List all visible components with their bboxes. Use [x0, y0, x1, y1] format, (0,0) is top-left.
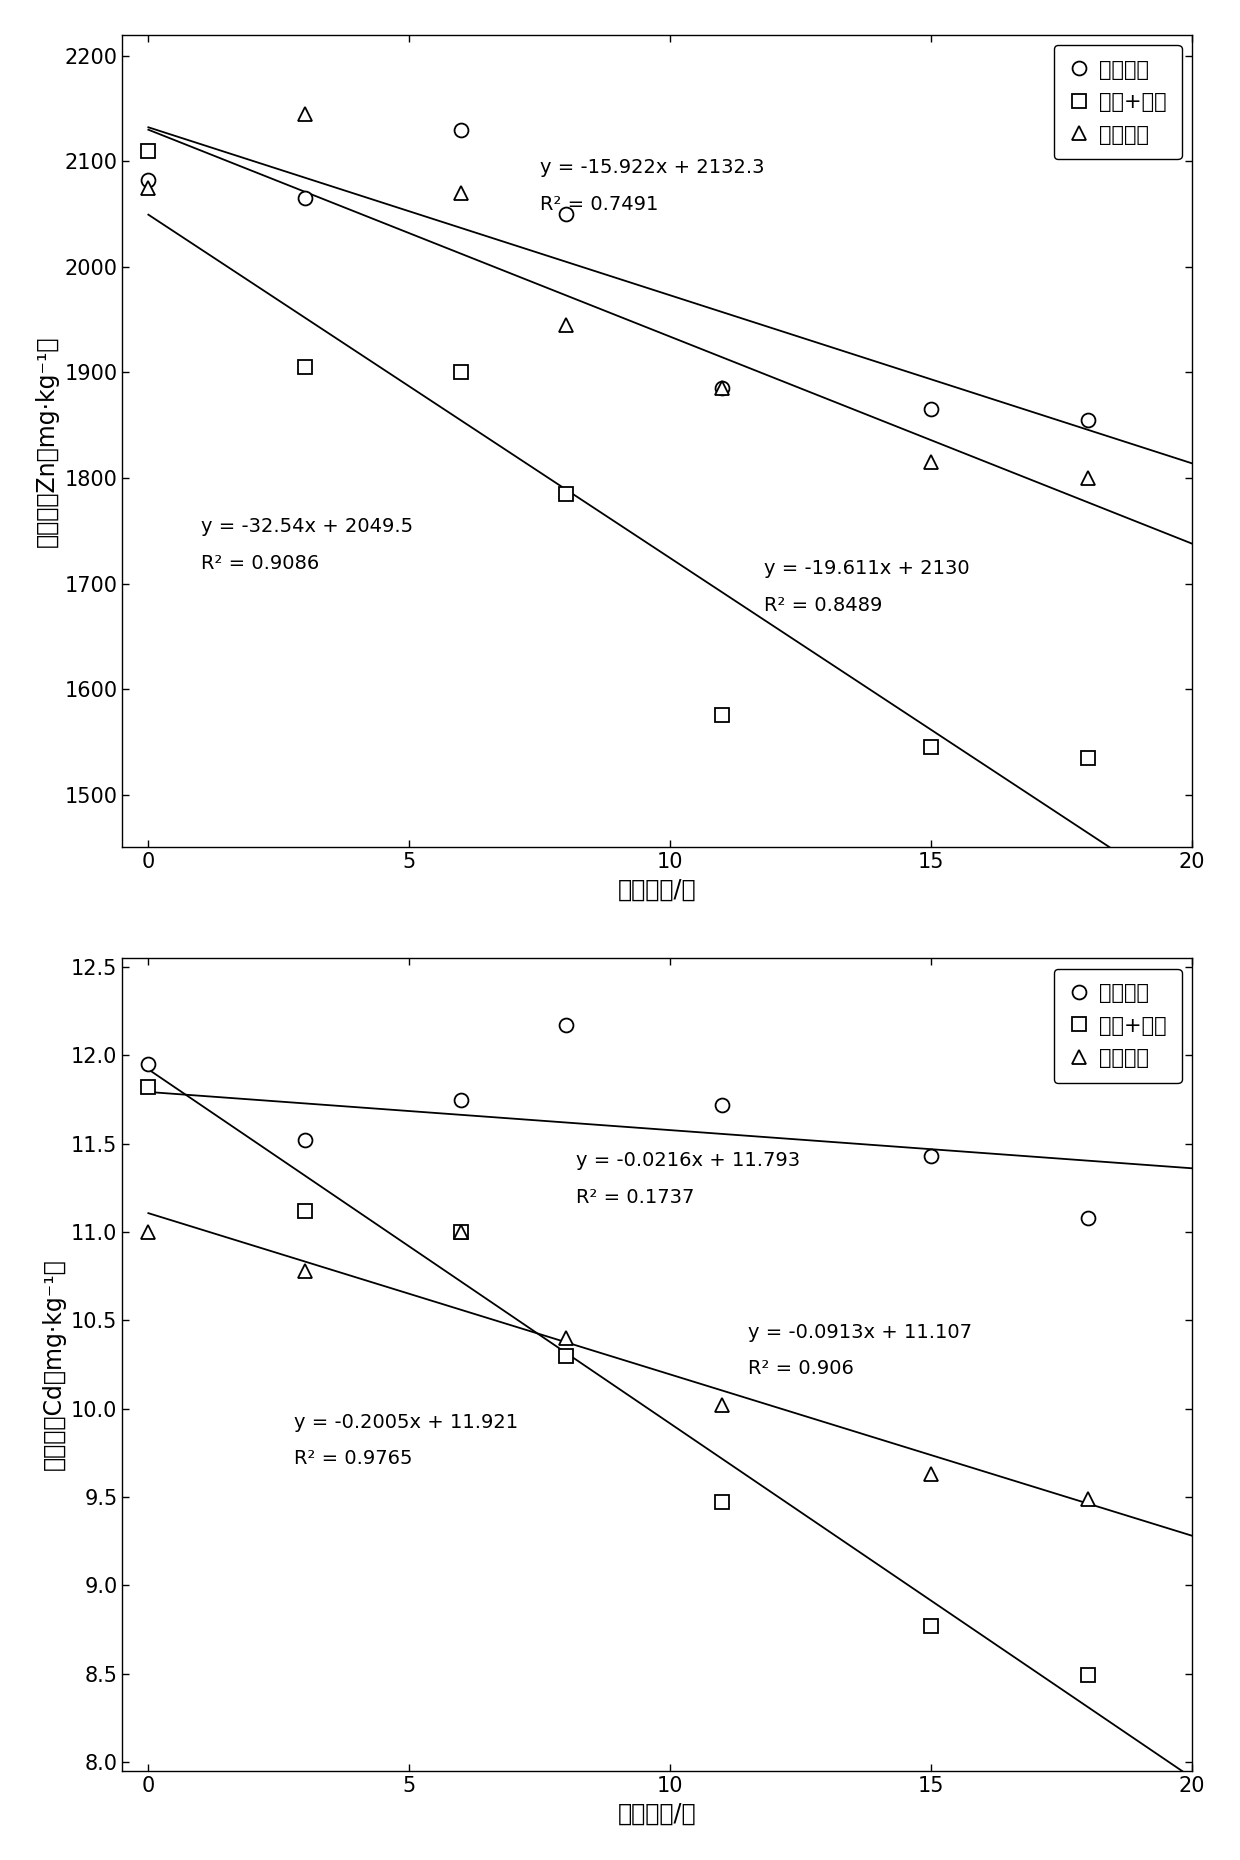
Text: R² = 0.9086: R² = 0.9086: [201, 554, 319, 573]
Y-axis label: 土壤全量Cd（mg·kg⁻¹）: 土壤全量Cd（mg·kg⁻¹）: [41, 1259, 66, 1471]
Text: R² = 0.8489: R² = 0.8489: [764, 595, 883, 616]
单作景天: [141, 177, 156, 199]
单作雷竹: [141, 169, 156, 192]
单作雷竹: [298, 1129, 312, 1151]
单作雷竹: [1080, 1207, 1095, 1229]
单作景天: [924, 450, 939, 472]
Text: R² = 0.9765: R² = 0.9765: [294, 1449, 413, 1468]
雷竹+景天: [715, 1492, 730, 1514]
单作雷竹: [298, 188, 312, 210]
单作雷竹: [715, 378, 730, 400]
单作景天: [715, 1393, 730, 1415]
单作景天: [924, 1464, 939, 1486]
Text: R² = 0.1737: R² = 0.1737: [577, 1189, 694, 1207]
Line: 雷竹+景天: 雷竹+景天: [141, 1081, 1095, 1683]
雷竹+景天: [141, 140, 156, 162]
Text: R² = 0.906: R² = 0.906: [749, 1360, 854, 1378]
Legend: 单作雷竹, 雷竹+景天, 单作景天: 单作雷竹, 雷竹+景天, 单作景天: [1054, 969, 1182, 1083]
雷竹+景天: [1080, 746, 1095, 768]
单作雷竹: [558, 1014, 573, 1036]
单作景天: [558, 1326, 573, 1348]
单作雷竹: [924, 1146, 939, 1168]
X-axis label: 种植时间/月: 种植时间/月: [618, 1800, 697, 1825]
Line: 单作雷竹: 单作雷竹: [141, 123, 1095, 428]
Text: y = -19.611x + 2130: y = -19.611x + 2130: [764, 560, 970, 578]
雷竹+景天: [924, 1614, 939, 1637]
单作雷竹: [454, 1088, 469, 1110]
单作景天: [1080, 1488, 1095, 1510]
雷竹+景天: [715, 705, 730, 727]
Legend: 单作雷竹, 雷竹+景天, 单作景天: 单作雷竹, 雷竹+景天, 单作景天: [1054, 45, 1182, 160]
雷竹+景天: [1080, 1665, 1095, 1687]
Text: y = -0.0216x + 11.793: y = -0.0216x + 11.793: [577, 1151, 800, 1170]
单作雷竹: [454, 119, 469, 141]
雷竹+景天: [558, 482, 573, 504]
Text: y = -0.2005x + 11.921: y = -0.2005x + 11.921: [294, 1414, 518, 1432]
单作景天: [298, 102, 312, 125]
Text: y = -32.54x + 2049.5: y = -32.54x + 2049.5: [201, 517, 413, 536]
Text: y = -0.0913x + 11.107: y = -0.0913x + 11.107: [749, 1322, 972, 1341]
单作景天: [558, 314, 573, 337]
雷竹+景天: [298, 1200, 312, 1222]
X-axis label: 种植时间/月: 种植时间/月: [618, 878, 697, 902]
雷竹+景天: [454, 361, 469, 383]
Line: 雷竹+景天: 雷竹+景天: [141, 143, 1095, 764]
单作雷竹: [715, 1094, 730, 1116]
单作景天: [715, 378, 730, 400]
Text: R² = 0.7491: R² = 0.7491: [539, 195, 658, 214]
Y-axis label: 土壤全量Zn（mg·kg⁻¹）: 土壤全量Zn（mg·kg⁻¹）: [35, 335, 58, 547]
雷竹+景天: [558, 1345, 573, 1367]
单作景天: [298, 1259, 312, 1282]
Text: y = -15.922x + 2132.3: y = -15.922x + 2132.3: [539, 158, 764, 177]
单作景天: [141, 1220, 156, 1242]
单作雷竹: [141, 1053, 156, 1075]
Line: 单作雷竹: 单作雷竹: [141, 1019, 1095, 1226]
Line: 单作景天: 单作景天: [141, 1226, 1095, 1507]
单作雷竹: [558, 203, 573, 225]
Line: 单作景天: 单作景天: [141, 106, 1095, 485]
单作雷竹: [1080, 409, 1095, 432]
雷竹+景天: [924, 737, 939, 759]
雷竹+景天: [298, 355, 312, 378]
雷竹+景天: [454, 1220, 469, 1242]
单作雷竹: [924, 398, 939, 420]
单作景天: [454, 182, 469, 205]
单作景天: [1080, 467, 1095, 489]
单作景天: [454, 1220, 469, 1242]
雷竹+景天: [141, 1077, 156, 1099]
